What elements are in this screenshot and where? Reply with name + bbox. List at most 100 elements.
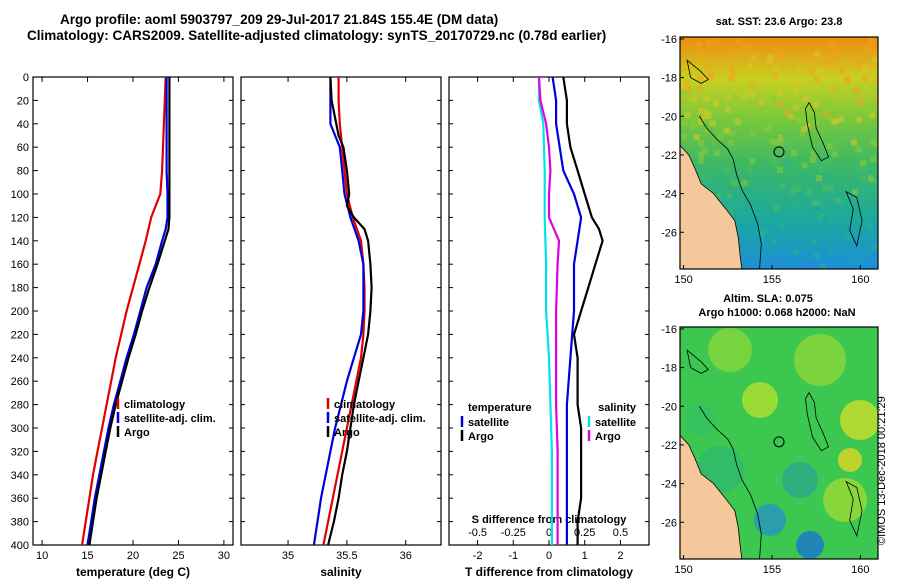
sst-pixel [844,78,851,85]
y-tick-label: 240 [11,353,29,365]
s-axis-label: S difference from climatology [472,514,628,526]
reef-contour [845,190,863,248]
sst-pixel [867,107,874,114]
lon-tick-label: 150 [674,274,692,286]
legend-label: climatology [334,399,396,411]
sst-pixel [803,96,810,103]
sst-pixel [680,89,687,96]
sst-pixel [876,184,878,191]
sst-pixel [877,40,878,47]
sst-pixel [864,184,871,191]
sst-pixel [871,244,878,251]
sst-pixel [875,140,878,147]
sst-pixel [701,147,708,154]
sst-pixel [733,214,740,221]
sst-pixel [703,140,710,147]
sst-pixel [697,118,704,125]
sst-pixel [729,130,736,137]
x-tick-label: -1 [508,550,518,562]
sst-pixel [823,111,830,118]
sla-anomaly [840,400,878,440]
series-line-t-argo [562,76,604,545]
sst-pixel [858,61,865,68]
y-tick-label: 180 [11,283,29,295]
lat-tick-label: -20 [661,111,677,123]
sst-pixel [871,252,878,259]
sst-pixel [838,68,845,75]
plot-frame [32,76,234,546]
sst-pixel [872,78,878,85]
sla-anomaly [754,504,786,536]
sst-pixel [772,139,779,146]
sst-pixel [726,192,733,199]
sst-pixel [693,134,700,141]
sst-pixel [772,95,779,102]
legend-label: Argo [124,427,150,439]
sst-pixel [857,98,864,105]
sst-pixel [829,42,836,49]
sst-pixel [761,102,768,109]
sst-pixel [757,79,764,86]
sst-pixel [781,55,788,62]
y-tick-label: 120 [11,212,29,224]
sst-pixel [869,156,876,163]
lat-tick-label: -18 [661,363,677,375]
sst-pixel [728,48,735,55]
sst-pixel [859,197,866,204]
y-tick-label: 140 [11,236,29,248]
sst-pixel [734,118,741,125]
s-tick-label: -0.25 [501,527,526,539]
sst-pixel [767,54,774,61]
y-tick-label: 380 [11,517,29,529]
sla-anomaly [794,334,846,386]
lat-tick-label: -16 [661,324,677,336]
s-tick-label: 0.5 [613,527,628,539]
sst-pixel [828,230,835,237]
sst-pixel [707,75,714,82]
sst-pixel [774,205,781,212]
sst-pixel [771,156,778,163]
sst-pixel [761,109,768,116]
x-tick-label: 36 [400,550,412,562]
sst-pixel [795,67,802,74]
x-tick-label: 20 [127,550,139,562]
sst-pixel [825,98,832,105]
sst-pixel [724,168,731,175]
argo-location-marker [773,436,785,448]
sla-anomaly [782,462,818,498]
sst-pixel [717,134,724,141]
sst-pixel [831,151,838,158]
sst-pixel [762,152,769,159]
sst-pixel [705,112,712,119]
sst-pixel [784,110,791,117]
s-tick-label: 0.25 [574,527,595,539]
sst-pixel [819,166,826,173]
lon-tick-label: 150 [674,564,692,576]
sst-pixel [683,79,690,86]
sst-pixel [709,120,716,127]
lat-tick-label: -22 [661,150,677,162]
sst-pixel [810,238,817,245]
sst-pixel [823,173,830,180]
sst-pixel [789,188,796,195]
sst-pixel [779,183,786,190]
sst-pixel [680,84,687,91]
sst-pixel [814,252,821,259]
series-line-climatology [81,76,167,546]
map-subtitle: Argo h1000: 0.068 h2000: NaN [698,307,855,319]
sst-pixel [835,101,842,108]
sst-pixel [727,204,734,211]
sst-pixel [835,249,842,256]
lat-tick-label: -24 [661,479,677,491]
sst-pixel [814,204,821,211]
sst-pixel [867,175,874,182]
sst-pixel [844,232,851,239]
s-tick-label: 0 [546,527,552,539]
sst-pixel [696,52,703,59]
sst-pixel [827,185,834,192]
x-tick-label: 35 [282,550,294,562]
sst-pixel [698,173,705,180]
sst-pixel [829,52,836,59]
sst-pixel [708,71,715,78]
